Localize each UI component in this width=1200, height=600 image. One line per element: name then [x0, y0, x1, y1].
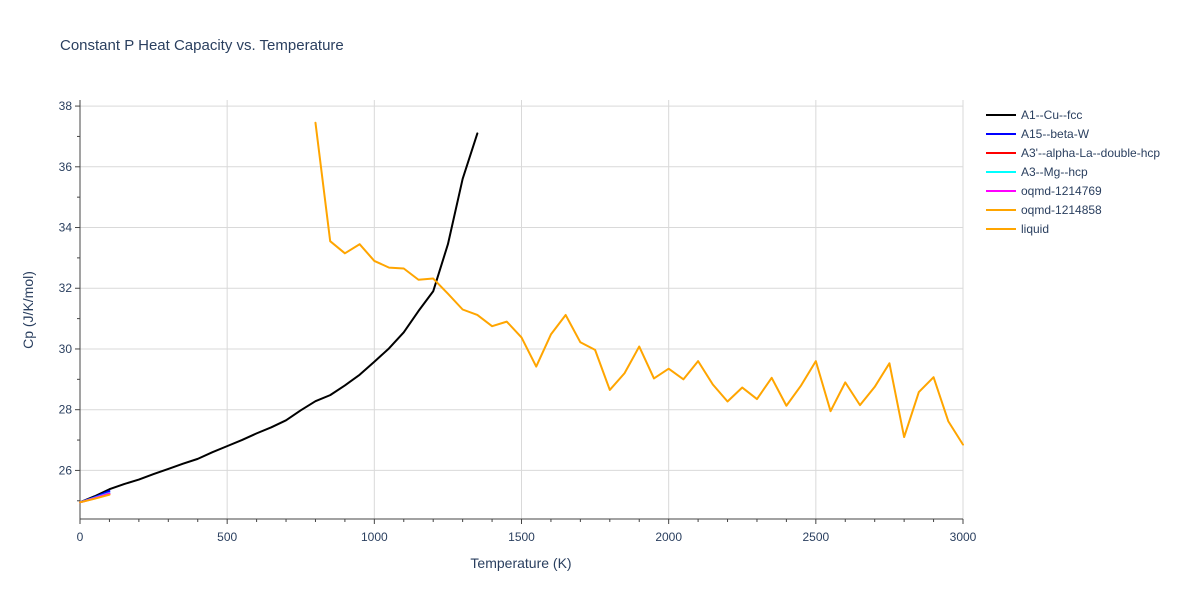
legend-item[interactable]: oqmd-1214769: [986, 184, 1102, 198]
y-tick-label: 34: [59, 221, 73, 235]
y-tick-label: 30: [59, 342, 73, 356]
legend: A1--Cu--fcc A15--beta-W A3'--alpha-La--dou…: [986, 108, 1160, 236]
legend-item[interactable]: A1--Cu--fcc: [986, 108, 1082, 122]
legend-label: A1--Cu--fcc: [1021, 108, 1082, 122]
legend-item[interactable]: A15--beta-W: [986, 127, 1090, 141]
legend-item[interactable]: A3--Mg--hcp: [986, 165, 1088, 179]
x-tick-label: 0: [77, 530, 84, 544]
legend-item[interactable]: liquid: [986, 222, 1049, 236]
x-tick-label: 1000: [361, 530, 388, 544]
y-tick-label: 38: [59, 99, 73, 113]
y-tick-label: 36: [59, 160, 73, 174]
y-tick-label: 28: [59, 403, 73, 417]
y-axis-title: Cp (J/K/mol): [20, 271, 36, 349]
legend-label: liquid: [1021, 222, 1049, 236]
grid-lines: [80, 100, 964, 519]
legend-label: A3--Mg--hcp: [1021, 165, 1088, 179]
series-lines: [79, 121, 964, 504]
x-tick-label: 2000: [655, 530, 682, 544]
y-tick-label: 26: [59, 463, 73, 477]
series-line-a1-cu-fcc: [79, 132, 479, 504]
x-tick-label: 2500: [802, 530, 829, 544]
series-line-oqmd-1214858: [79, 493, 111, 504]
legend-label: A3'--alpha-La--double-hcp: [1021, 146, 1160, 160]
x-axis-title: Temperature (K): [470, 555, 571, 571]
legend-label: oqmd-1214858: [1021, 203, 1102, 217]
legend-item[interactable]: oqmd-1214858: [986, 203, 1102, 217]
y-tick-label: 32: [59, 281, 73, 295]
x-tick-label: 500: [217, 530, 237, 544]
legend-item[interactable]: A3'--alpha-La--double-hcp: [986, 146, 1160, 160]
x-tick-label: 3000: [950, 530, 977, 544]
series-line-liquid: [314, 121, 964, 446]
legend-label: oqmd-1214769: [1021, 184, 1102, 198]
chart-title: Constant P Heat Capacity vs. Temperature: [60, 37, 344, 54]
legend-label: A15--beta-W: [1021, 127, 1090, 141]
axes: 0 500 1000 1500 2000 2500 3000 26 28 30 32 34 36 38: [59, 99, 977, 544]
x-tick-label: 1500: [508, 530, 535, 544]
